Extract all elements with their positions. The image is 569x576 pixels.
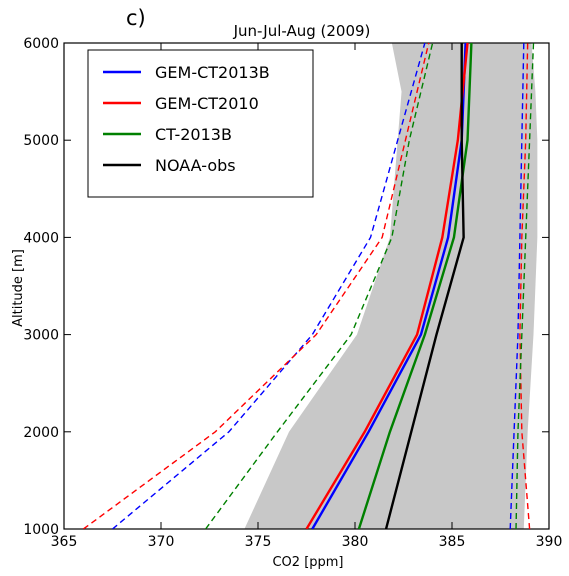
y-tick-label: 4000 (23, 230, 59, 246)
y-tick-label: 5000 (23, 133, 59, 149)
x-tick-label: 380 (342, 534, 369, 550)
noaa-obs-line (384, 43, 465, 529)
dashed-series-9-line (515, 43, 535, 529)
dashed-series-6-line (205, 43, 434, 529)
y-tick-label: 3000 (23, 328, 59, 344)
legend-label: NOAA-obs (155, 156, 236, 175)
dashed-series-8-line (519, 43, 531, 529)
y-tick-label: 2000 (23, 425, 59, 441)
y-tick-label: 1000 (23, 522, 59, 538)
x-tick-label: 385 (439, 534, 466, 550)
dashed-series-4-line (112, 43, 426, 529)
dashed-series-7-line (509, 43, 525, 529)
x-tick-label: 370 (148, 534, 175, 550)
gem-ct2010-line (305, 43, 469, 529)
ct-2013b-line (357, 43, 473, 529)
y-tick-label: 6000 (23, 36, 59, 52)
legend: GEM-CT2013B GEM-CT2010 CT-2013B NOAA-obs (87, 49, 314, 198)
panel-label: c) (126, 6, 146, 30)
legend-label: GEM-CT2010 (155, 94, 259, 113)
legend-box (87, 49, 314, 198)
axis-ticks: 365 370 375 380 385 390 1000 2000 3000 4000 5000 60… (23, 36, 562, 550)
series-lines (82, 43, 535, 529)
x-tick-label: 375 (245, 534, 272, 550)
legend-label: CT-2013B (155, 125, 232, 144)
x-tick-label: 365 (51, 534, 78, 550)
legend-label: GEM-CT2013B (155, 63, 270, 82)
x-axis-title: CO2 [ppm] (272, 555, 343, 570)
x-tick-label: 390 (536, 534, 563, 550)
dashed-series-5-line (82, 43, 430, 529)
y-axis-title: Altitude [m] (11, 249, 26, 327)
chart-title: Jun-Jul-Aug (2009) (233, 22, 371, 40)
